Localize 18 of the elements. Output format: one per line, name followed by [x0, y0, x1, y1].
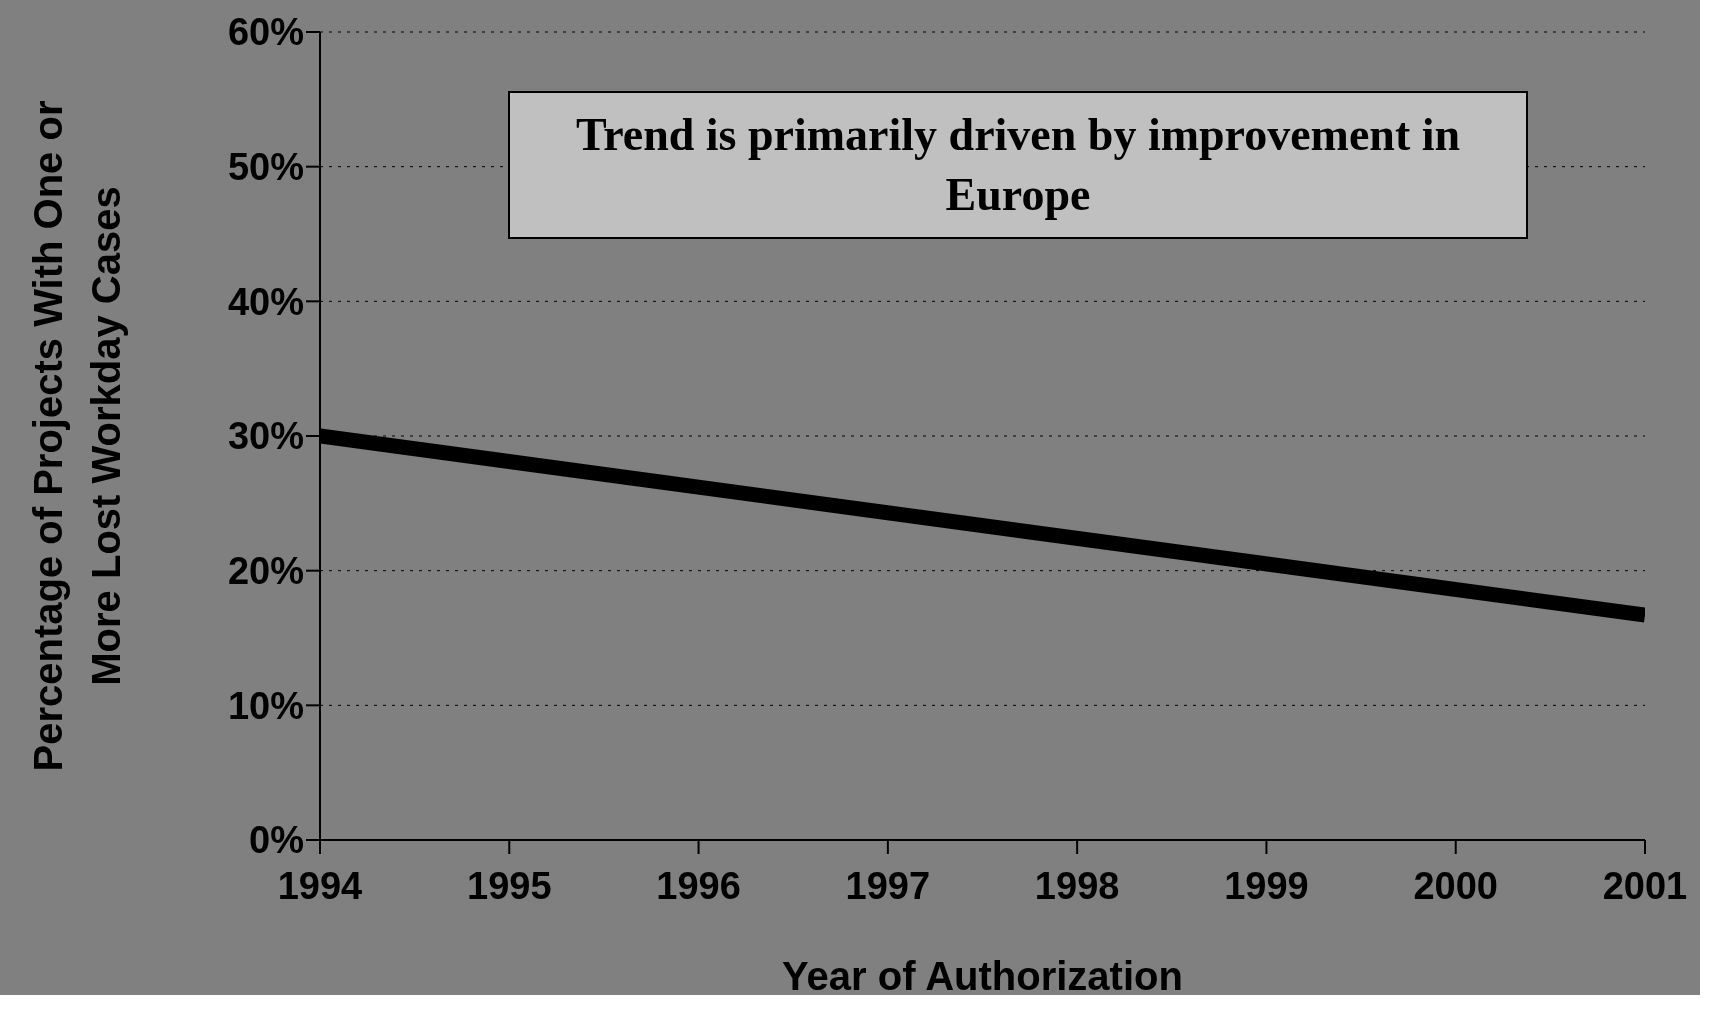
x-tick-label: 1997	[845, 864, 931, 907]
x-tick-label: 1994	[277, 864, 363, 907]
y-tick-label: 20%	[227, 550, 304, 593]
x-axis-title: Year of Authorization	[782, 954, 1183, 998]
y-tick-label: 0%	[249, 819, 304, 862]
x-tick-label: 2001	[1602, 864, 1688, 907]
y-tick-label: 30%	[227, 415, 304, 458]
x-tick-label: 1996	[656, 864, 741, 907]
annotation: Trend is primarily driven by improvement in Europe	[508, 91, 1528, 239]
y-tick-label: 50%	[227, 146, 304, 189]
y-tick-label: 10%	[227, 684, 304, 727]
x-tick-label: 1998	[1034, 864, 1120, 907]
x-tick-label: 1995	[467, 864, 552, 907]
y-tick-label: 40%	[227, 280, 304, 323]
x-tick-label: 1999	[1224, 864, 1309, 907]
y-axis-title: Percentage of Projects With One or More Lost Workday Cases	[26, 100, 128, 772]
x-tick-label: 2000	[1413, 864, 1498, 907]
y-tick-label: 60%	[227, 11, 304, 54]
